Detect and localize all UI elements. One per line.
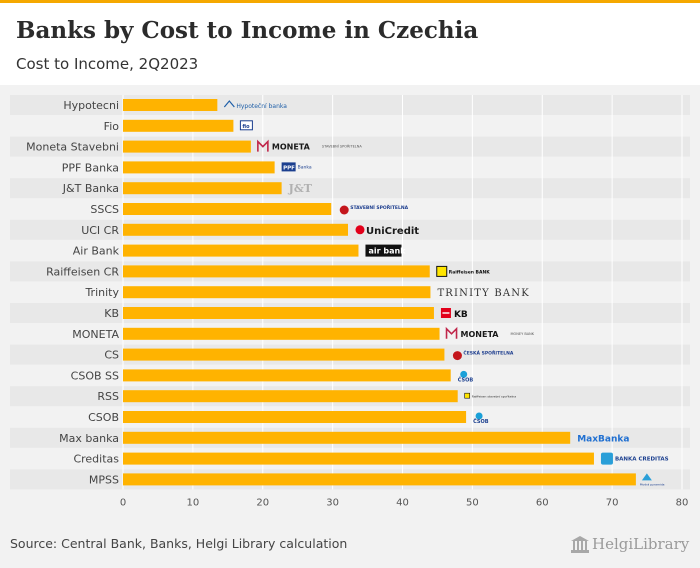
svg-text:Raiffeisen BANK: Raiffeisen BANK (449, 269, 490, 275)
moneta-logo-icon: MONETA MONEY BANK (445, 326, 535, 339)
unicredit-logo-icon: UniCredit (355, 225, 419, 237)
bar (123, 452, 594, 465)
svg-text:Banka: Banka (298, 164, 312, 170)
ceska-logo-icon: STAVEBNÍ SPOŘITELNA (339, 203, 409, 215)
svg-text:J&T: J&T (288, 182, 313, 195)
bar (123, 203, 332, 215)
trinity-logo-icon: TRINITY BANK (437, 288, 530, 299)
x-tick-label: 20 (256, 497, 269, 508)
svg-text:MONETA: MONETA (272, 143, 311, 152)
svg-text:MONEY BANK: MONEY BANK (511, 332, 535, 336)
svg-text:STAVEBNÍ SPOŘITELNA: STAVEBNÍ SPOŘITELNA (322, 144, 362, 149)
bar (123, 286, 431, 299)
house-logo-icon: Hypoteční banka (223, 100, 287, 110)
chart-subtitle: Cost to Income, 2Q2023 (16, 55, 199, 73)
svg-text:air bank: air bank (368, 247, 406, 256)
category-label: MONETA (72, 328, 119, 341)
bar (123, 390, 458, 403)
svg-text:UniCredit: UniCredit (366, 226, 419, 237)
svg-text:ČSOB: ČSOB (473, 418, 489, 425)
bar (123, 99, 218, 111)
top-accent-bar (0, 0, 700, 3)
bar (123, 140, 251, 153)
svg-text:Modrá pyramida: Modrá pyramida (640, 482, 665, 486)
rss-logo-icon: Raiffeisen stavební spořitelna (464, 392, 517, 399)
category-label: Max banka (59, 432, 119, 445)
chart-area: Hypotecni Hypoteční banka Fio fio Moneta Sta… (0, 85, 700, 525)
category-label: UCI CR (81, 224, 119, 237)
x-tick-label: 40 (396, 497, 409, 508)
chart-title: Banks by Cost to Income in Czechia (16, 17, 479, 44)
x-tick-label: 30 (326, 497, 339, 508)
category-label: Fio (104, 120, 120, 133)
maxbanka-logo-icon: MaxBanka (577, 434, 629, 444)
bar (123, 327, 440, 340)
chart-header: Banks by Cost to Income in Czechia Cost … (0, 3, 700, 85)
category-label: Air Bank (73, 245, 120, 258)
category-label: MPSS (89, 473, 119, 486)
bar (123, 348, 445, 361)
category-label: PPF Banka (62, 161, 119, 174)
category-label: KB (104, 307, 119, 320)
jt-logo-icon: J&T (288, 182, 313, 195)
category-label: Trinity (84, 286, 119, 299)
category-label: CS (104, 349, 119, 362)
moneta-logo-icon: MONETA STAVEBNÍ SPOŘITELNA (257, 139, 362, 152)
kb-logo-icon: KB (440, 308, 468, 320)
x-tick-label: 0 (120, 497, 126, 508)
svg-text:ČESKÁ SPOŘITELNA: ČESKÁ SPOŘITELNA (463, 350, 513, 357)
bar (123, 369, 451, 382)
bar (123, 161, 275, 174)
category-label: CSOB SS (71, 369, 119, 382)
x-tick-label: 80 (676, 497, 689, 508)
x-tick-label: 50 (466, 497, 479, 508)
brand-name: HelgiLibrary (592, 535, 690, 553)
bar (123, 244, 359, 257)
category-label: Raiffeisen CR (46, 265, 119, 278)
csob-logo-icon: ČSOB (458, 370, 474, 383)
creditas-logo-icon: BANKA CREDITAS (600, 452, 669, 465)
fio-logo-icon: fio (239, 120, 253, 131)
x-tick-label: 70 (606, 497, 619, 508)
category-label: Moneta Stavebni (26, 141, 119, 154)
bar-chart: Hypotecni Hypoteční banka Fio fio Moneta Sta… (10, 95, 690, 508)
bar (123, 473, 636, 486)
category-label: Creditas (73, 453, 119, 466)
source-note: Source: Central Bank, Banks, Helgi Libra… (10, 536, 348, 551)
bar (123, 265, 430, 278)
svg-text:KB: KB (454, 310, 468, 320)
raiffeisen-logo-icon: Raiffeisen BANK (436, 265, 490, 277)
svg-text:TRINITY BANK: TRINITY BANK (437, 288, 530, 299)
ppf-logo-icon: PPF Banka (281, 162, 312, 172)
csob-logo-icon: ČSOB (473, 412, 489, 425)
svg-text:MONETA: MONETA (461, 330, 500, 339)
svg-text:Raiffeisen stavební spořitelna: Raiffeisen stavební spořitelna (472, 395, 517, 399)
bar (123, 431, 571, 444)
category-label: J&T Banka (62, 182, 119, 195)
x-tick-label: 10 (187, 497, 200, 508)
bar (123, 223, 348, 236)
bar (123, 119, 234, 132)
svg-text:Hypoteční banka: Hypoteční banka (236, 103, 287, 110)
svg-text:BANKA CREDITAS: BANKA CREDITAS (615, 457, 669, 463)
category-label: Hypotecni (63, 99, 119, 112)
x-tick-label: 60 (536, 497, 549, 508)
bar (123, 411, 467, 423)
svg-text:MaxBanka: MaxBanka (577, 434, 629, 444)
helgi-library-brand: HelgiLibrary (570, 534, 692, 558)
bar (123, 182, 282, 195)
category-label: SSCS (90, 203, 119, 216)
category-label: RSS (97, 390, 119, 403)
svg-text:fio: fio (242, 124, 250, 130)
svg-text:STAVEBNÍ SPOŘITELNA: STAVEBNÍ SPOŘITELNA (350, 203, 408, 211)
airbank-logo-icon: air bank (365, 244, 406, 257)
pyramid-logo-icon: Modrá pyramida (640, 473, 665, 486)
svg-text:ČSOB: ČSOB (458, 376, 474, 383)
category-label: CSOB (88, 411, 119, 424)
ceska-logo-icon: ČESKÁ SPOŘITELNA (452, 350, 514, 361)
bar (123, 307, 434, 319)
library-building-icon (571, 536, 589, 553)
svg-text:PPF: PPF (283, 165, 295, 171)
